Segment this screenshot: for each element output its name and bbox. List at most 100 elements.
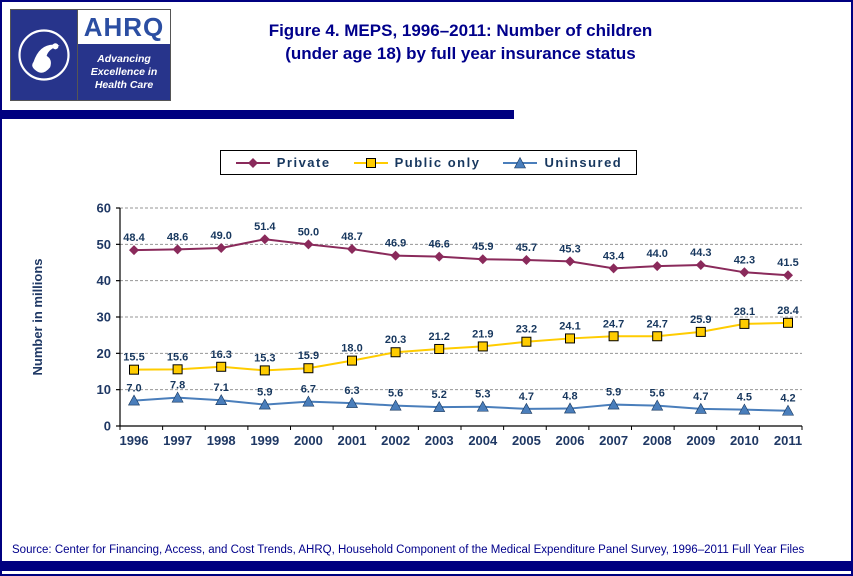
data-point-triangle bbox=[651, 399, 664, 411]
data-point-triangle bbox=[694, 402, 707, 414]
data-point-diamond bbox=[172, 244, 183, 255]
data-point-diamond bbox=[347, 244, 357, 255]
legend-row: Private Public only Uninsured bbox=[20, 150, 837, 175]
point-label: 21.2 bbox=[428, 331, 449, 343]
point-label: 45.9 bbox=[472, 241, 493, 253]
point-label: 16.3 bbox=[210, 349, 231, 361]
point-label: 5.9 bbox=[257, 387, 272, 399]
data-point-square bbox=[129, 364, 139, 375]
point-label: 20.3 bbox=[385, 334, 406, 346]
data-point-square bbox=[695, 326, 706, 337]
data-point-diamond bbox=[565, 256, 575, 267]
ahrq-logo-right: AHRQ Advancing Excellence in Health Care bbox=[77, 10, 170, 100]
x-tick-label: 2000 bbox=[294, 433, 323, 448]
point-label: 4.7 bbox=[519, 391, 534, 403]
x-tick-label: 2003 bbox=[425, 433, 454, 448]
legend-item-uninsured: Uninsured bbox=[502, 155, 622, 170]
x-tick-label: 2007 bbox=[599, 433, 628, 448]
point-label: 15.5 bbox=[123, 352, 144, 364]
data-point-diamond bbox=[477, 254, 488, 265]
header-divider-bar bbox=[2, 110, 514, 119]
x-tick-label: 2006 bbox=[556, 433, 585, 448]
y-tick-label: 60 bbox=[97, 201, 111, 216]
data-point-diamond bbox=[390, 250, 401, 261]
x-tick-label: 1997 bbox=[163, 433, 192, 448]
chart-area: Private Public only Uninsured 0 10 20 30 40 50 6… bbox=[20, 150, 837, 458]
series-line-private bbox=[133, 238, 789, 277]
data-point-diamond bbox=[303, 239, 314, 250]
figure-title-line-1: Figure 4. MEPS, 1996–2011: Number of chi… bbox=[268, 21, 653, 40]
data-point-triangle bbox=[171, 391, 184, 403]
series-line-public-only bbox=[133, 321, 789, 372]
bottom-bar bbox=[2, 561, 851, 571]
data-point-triangle bbox=[345, 396, 359, 408]
point-label: 7.1 bbox=[214, 382, 229, 394]
data-point-diamond bbox=[608, 263, 619, 274]
hhs-eagle-seal-icon bbox=[18, 29, 70, 81]
data-point-square bbox=[477, 341, 488, 352]
data-point-triangle bbox=[781, 404, 795, 416]
point-label: 15.9 bbox=[298, 350, 319, 362]
data-point-triangle bbox=[127, 394, 141, 406]
legend-item-private: Private bbox=[235, 155, 331, 170]
point-label: 5.3 bbox=[475, 389, 490, 401]
point-label: 44.3 bbox=[690, 247, 711, 259]
x-tick-label: 2011 bbox=[774, 433, 802, 448]
chart-plot: 0 10 20 30 40 50 60 1996 1997 1998 1999 2000 2001 200… bbox=[30, 201, 803, 448]
data-point-square bbox=[216, 361, 227, 372]
point-label: 15.3 bbox=[254, 352, 275, 364]
data-point-diamond bbox=[652, 261, 663, 272]
data-point-triangle bbox=[215, 394, 228, 406]
data-point-diamond bbox=[695, 260, 706, 271]
figure-title-line-2: (under age 18) by full year insurance st… bbox=[285, 44, 636, 63]
x-tick-label: 1996 bbox=[120, 433, 149, 448]
point-label: 5.9 bbox=[606, 387, 621, 399]
data-point-diamond bbox=[783, 270, 793, 281]
point-label: 24.7 bbox=[603, 318, 624, 330]
point-label: 6.7 bbox=[301, 384, 316, 396]
legend-label: Private bbox=[276, 155, 331, 170]
x-tick-label: 2005 bbox=[512, 433, 541, 448]
data-point-square bbox=[434, 343, 445, 354]
data-point-triangle bbox=[738, 403, 751, 415]
point-label: 7.0 bbox=[126, 383, 141, 395]
square-icon bbox=[365, 157, 376, 168]
point-label: 48.6 bbox=[167, 231, 188, 243]
data-point-diamond bbox=[216, 242, 227, 253]
legend-label: Uninsured bbox=[544, 155, 623, 170]
data-point-triangle bbox=[302, 395, 315, 407]
figure-title: Figure 4. MEPS, 1996–2011: Number of chi… bbox=[72, 19, 849, 65]
data-point-triangle bbox=[433, 400, 446, 412]
legend-label: Public only bbox=[394, 155, 481, 170]
x-tick-label: 1998 bbox=[207, 433, 236, 448]
y-axis-title: Number in millions bbox=[30, 258, 45, 375]
y-tick-label: 40 bbox=[97, 273, 111, 288]
point-label: 23.2 bbox=[516, 324, 537, 336]
x-tick-label: 2010 bbox=[730, 433, 759, 448]
data-point-square bbox=[172, 364, 183, 375]
point-label: 41.5 bbox=[777, 257, 798, 269]
point-label: 43.4 bbox=[603, 250, 625, 262]
y-tick-label: 0 bbox=[104, 419, 111, 434]
data-point-diamond bbox=[129, 245, 139, 256]
point-label: 45.7 bbox=[516, 242, 537, 254]
square-legend-marker-icon bbox=[353, 157, 388, 168]
point-label: 4.7 bbox=[693, 391, 708, 403]
point-label: 7.8 bbox=[170, 380, 185, 392]
data-point-square bbox=[390, 347, 401, 358]
x-tick-label: 2009 bbox=[686, 433, 715, 448]
data-point-triangle bbox=[476, 400, 489, 412]
tagline-line-2: Excellence in bbox=[90, 65, 158, 78]
x-tick-label: 2001 bbox=[338, 433, 367, 448]
tagline-line-1: Advancing bbox=[97, 52, 151, 65]
point-label: 18.0 bbox=[341, 343, 362, 355]
y-tick-label: 20 bbox=[97, 346, 111, 361]
chart-legend: Private Public only Uninsured bbox=[219, 150, 638, 175]
ahrq-tagline: Advancing Excellence in Health Care bbox=[78, 44, 170, 100]
point-label: 5.6 bbox=[388, 388, 403, 400]
x-tick-label: 2004 bbox=[468, 433, 498, 448]
data-point-square bbox=[347, 355, 357, 366]
point-label: 15.6 bbox=[167, 351, 188, 363]
data-point-square bbox=[521, 336, 532, 347]
